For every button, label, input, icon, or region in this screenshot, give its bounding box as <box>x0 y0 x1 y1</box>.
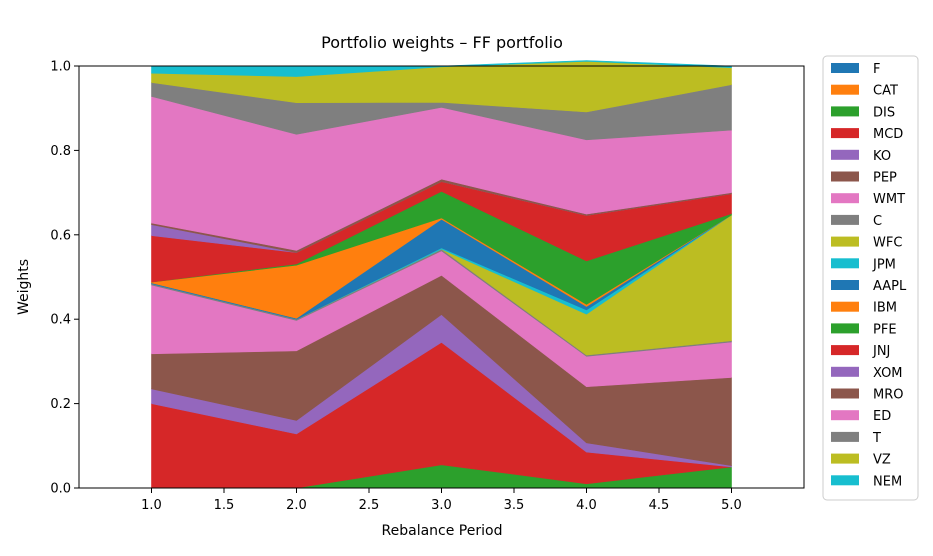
x-tick-label: 1.5 <box>214 498 235 513</box>
x-tick-label: 4.5 <box>649 498 670 513</box>
legend-swatch-wfc <box>831 236 859 247</box>
x-tick-label: 1.0 <box>141 498 162 513</box>
legend-swatch-vz <box>831 453 859 464</box>
legend-swatch-jnj <box>831 345 859 356</box>
legend-label-ed: ED <box>873 409 891 424</box>
legend-swatch-t <box>831 431 859 442</box>
legend-swatch-dis <box>831 106 859 117</box>
legend-swatch-pep <box>831 171 859 182</box>
y-tick-label: 0.6 <box>50 228 71 243</box>
legend-swatch-cat <box>831 84 859 95</box>
legend-label-f: F <box>873 62 880 77</box>
x-tick-label: 3.0 <box>431 498 452 513</box>
legend-swatch-aapl <box>831 280 859 290</box>
legend-label-pfe: PFE <box>873 322 897 337</box>
legend-label-vz: VZ <box>873 453 891 468</box>
legend-label-dis: DIS <box>873 105 895 120</box>
legend-label-pep: PEP <box>873 171 897 186</box>
legend-swatch-nem <box>831 475 859 486</box>
x-tick-label: 4.0 <box>576 498 597 513</box>
legend-label-wmt: WMT <box>873 192 905 207</box>
x-axis-ticks: 1.0 1.5 2.0 2.5 3.0 3.5 4.0 4.5 5.0 <box>141 488 742 513</box>
legend-swatch-ed <box>831 410 859 421</box>
legend-label-ibm: IBM <box>873 301 897 316</box>
legend-swatch-xom <box>831 366 859 377</box>
y-axis-ticks: 0.0 0.2 0.4 0.6 0.8 1.0 <box>50 60 79 497</box>
x-tick-label: 5.0 <box>721 498 742 513</box>
legend-swatch-pfe <box>831 323 859 334</box>
legend-label-mro: MRO <box>873 388 903 403</box>
x-tick-label: 2.0 <box>286 498 307 513</box>
legend-label-jpm: JPM <box>872 257 896 272</box>
area-layers <box>151 60 732 489</box>
chart-title: Portfolio weights – FF portfolio <box>321 33 563 52</box>
y-tick-label: 0.8 <box>50 144 71 159</box>
legend-label-nem: NEM <box>873 474 902 489</box>
legend-swatch-c <box>831 214 859 225</box>
legend-label-c: C <box>873 214 882 229</box>
legend-swatch-f <box>831 63 859 73</box>
y-tick-label: 0.2 <box>50 397 71 412</box>
x-tick-label: 2.5 <box>359 498 380 513</box>
legend-swatch-mro <box>831 388 859 399</box>
legend-swatch-ibm <box>831 301 859 312</box>
y-axis-title: Weights <box>16 259 32 315</box>
legend-label-xom: XOM <box>873 366 903 381</box>
legend-label-aapl: AAPL <box>873 279 907 294</box>
x-tick-label: 3.5 <box>504 498 525 513</box>
legend-label-cat: CAT <box>873 84 898 99</box>
legend-swatch-jpm <box>831 258 859 269</box>
legend-swatch-mcd <box>831 128 859 139</box>
y-tick-label: 0.0 <box>50 482 71 497</box>
legend-label-wfc: WFC <box>873 236 902 251</box>
y-tick-label: 1.0 <box>50 60 71 75</box>
legend: F CAT DIS MCD KO PEP WMT C WFC JPM AAPL IBM PFE JNJ XO… <box>822 55 919 501</box>
legend-label-ko: KO <box>873 149 891 164</box>
legend-label-mcd: MCD <box>873 127 903 142</box>
legend-swatch-ko <box>831 149 859 160</box>
legend-label-jnj: JNJ <box>872 344 890 359</box>
x-axis-title: Rebalance Period <box>382 523 503 539</box>
legend-swatch-wmt <box>831 193 859 204</box>
legend-label-t: T <box>872 431 881 446</box>
y-tick-label: 0.4 <box>50 313 71 328</box>
